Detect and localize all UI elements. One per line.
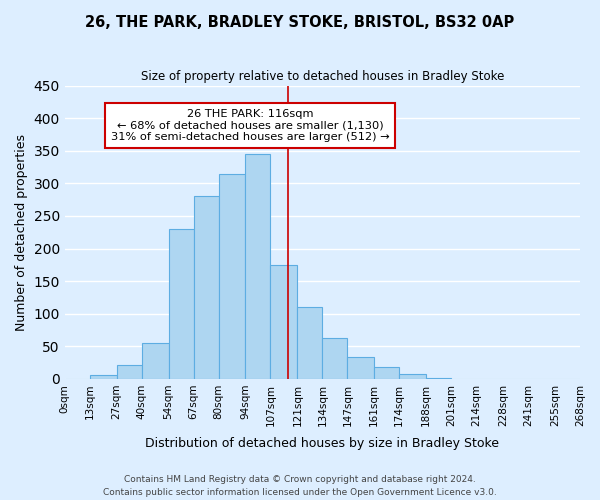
Bar: [271, 265, 298, 379]
Bar: [374, 366, 399, 379]
Bar: [142, 343, 169, 379]
Title: Size of property relative to detached houses in Bradley Stoke: Size of property relative to detached ho…: [141, 70, 504, 83]
Bar: [169, 229, 194, 379]
X-axis label: Distribution of detached houses by size in Bradley Stoke: Distribution of detached houses by size …: [145, 437, 499, 450]
Bar: [218, 174, 245, 379]
Bar: [116, 364, 142, 379]
Text: Contains HM Land Registry data © Crown copyright and database right 2024.
Contai: Contains HM Land Registry data © Crown c…: [103, 476, 497, 497]
Bar: [399, 374, 426, 379]
Text: 26, THE PARK, BRADLEY STOKE, BRISTOL, BS32 0AP: 26, THE PARK, BRADLEY STOKE, BRISTOL, BS…: [85, 15, 515, 30]
Y-axis label: Number of detached properties: Number of detached properties: [15, 134, 28, 330]
Bar: [90, 375, 116, 379]
Text: 26 THE PARK: 116sqm
← 68% of detached houses are smaller (1,130)
31% of semi-det: 26 THE PARK: 116sqm ← 68% of detached ho…: [111, 109, 389, 142]
Bar: [347, 358, 374, 379]
Bar: [245, 154, 271, 379]
Bar: [322, 338, 347, 379]
Bar: [194, 196, 218, 379]
Bar: [426, 378, 451, 379]
Bar: [298, 307, 322, 379]
